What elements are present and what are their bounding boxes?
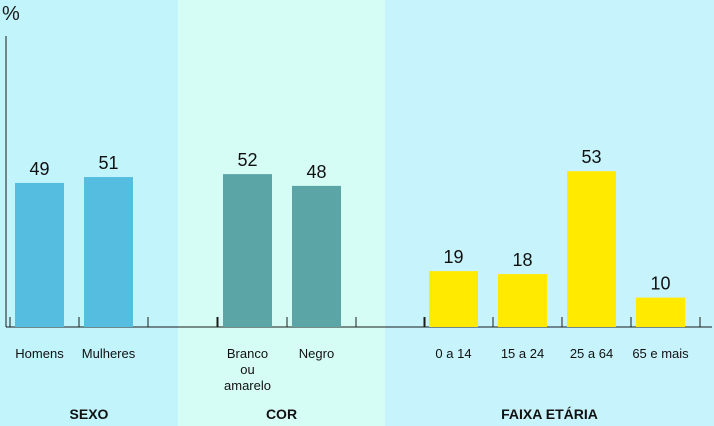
category-label: 25 a 64: [570, 346, 613, 361]
bar: [292, 185, 341, 327]
category-label-line: Mulheres: [82, 346, 136, 361]
category-label: Homens: [15, 346, 64, 361]
category-label-line: Negro: [299, 346, 334, 361]
category-label-line: 0 a 14: [435, 346, 471, 361]
bar: [636, 297, 685, 327]
bar-value-label: 19: [443, 247, 463, 267]
category-label: 0 a 14: [435, 346, 471, 361]
category-label-line: ou: [240, 362, 254, 377]
bar-value-label: 10: [650, 274, 670, 294]
category-label: 65 e mais: [632, 346, 689, 361]
bar-value-label: 51: [98, 153, 118, 173]
group-background: [178, 0, 385, 426]
group-label: SEXO: [70, 406, 109, 422]
category-label-line: 25 a 64: [570, 346, 613, 361]
y-axis-label: %: [2, 3, 20, 25]
category-label-line: 15 a 24: [501, 346, 544, 361]
group-label: COR: [266, 406, 297, 422]
category-label: Mulheres: [82, 346, 136, 361]
bar: [84, 177, 133, 327]
bar-value-label: 49: [29, 159, 49, 179]
group-background: [385, 0, 714, 426]
bar: [498, 274, 547, 327]
bar: [15, 182, 64, 327]
bar-value-label: 52: [237, 150, 257, 170]
category-label-line: 65 e mais: [632, 346, 689, 361]
bars: [15, 171, 685, 327]
category-label-line: Branco: [227, 346, 268, 361]
bar-value-label: 18: [512, 250, 532, 270]
bar-value-label: 48: [306, 162, 326, 182]
category-label: 15 a 24: [501, 346, 544, 361]
bar: [567, 171, 616, 327]
bar: [429, 271, 478, 327]
category-label: Branco ou amarelo: [224, 346, 271, 393]
bar: [223, 174, 272, 327]
category-label-line: Homens: [15, 346, 64, 361]
category-label-line: amarelo: [224, 378, 271, 393]
group-label: FAIXA ETÁRIA: [501, 406, 598, 422]
labels: % 49 Homens 51 Mulheres SEXO 52 Branco ou amarelo…: [2, 3, 689, 422]
bar-value-label: 53: [581, 147, 601, 167]
category-label: Negro: [299, 346, 334, 361]
